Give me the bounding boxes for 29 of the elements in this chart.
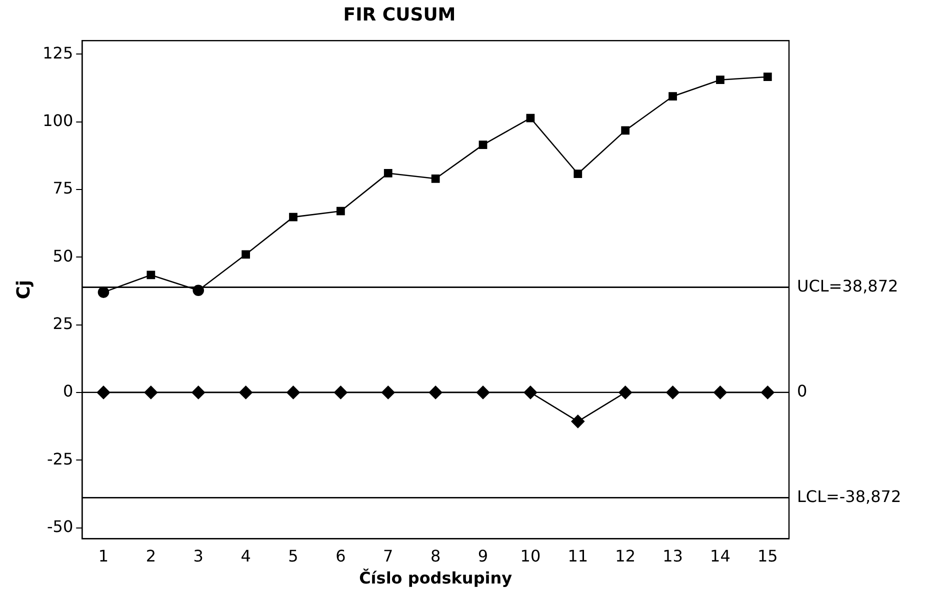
y-tick-label: 25 — [52, 314, 74, 333]
y-tick-label: -25 — [47, 449, 74, 468]
x-tick-label: 5 — [288, 546, 298, 566]
x-tick-label: 9 — [478, 546, 488, 566]
ref-line-label: UCL=38,872 — [797, 276, 898, 296]
y-tick-label: 125 — [42, 43, 74, 62]
x-tick-label: 3 — [193, 546, 204, 566]
x-tick-label: 10 — [520, 546, 541, 566]
ref-line-label: LCL=-38,872 — [797, 486, 902, 506]
chart-title: FIR CUSUM — [343, 4, 456, 26]
x-tick-label: 4 — [240, 546, 251, 566]
x-tick-label: 7 — [383, 546, 394, 566]
x-tick-label: 15 — [757, 546, 778, 566]
ref-line-label: 0 — [797, 382, 808, 401]
x-tick-label: 6 — [336, 546, 346, 566]
y-tick-label: 0 — [62, 382, 74, 401]
x-tick-label: 1 — [98, 546, 109, 566]
y-tick-label: 100 — [42, 110, 74, 130]
x-tick-label: 8 — [430, 546, 441, 566]
x-tick-label: 13 — [662, 546, 683, 566]
x-tick-label: 14 — [710, 546, 730, 566]
y-tick-label: 75 — [52, 178, 74, 198]
x-tick-label: 2 — [146, 546, 156, 566]
y-tick-label: 50 — [52, 246, 74, 266]
y-axis-title: Cj — [13, 280, 34, 300]
x-tick-label: 12 — [615, 546, 636, 566]
x-axis-title: Číslo podskupiny — [359, 568, 513, 588]
y-tick-label: -50 — [47, 516, 74, 536]
x-tick-label: 11 — [568, 546, 588, 566]
